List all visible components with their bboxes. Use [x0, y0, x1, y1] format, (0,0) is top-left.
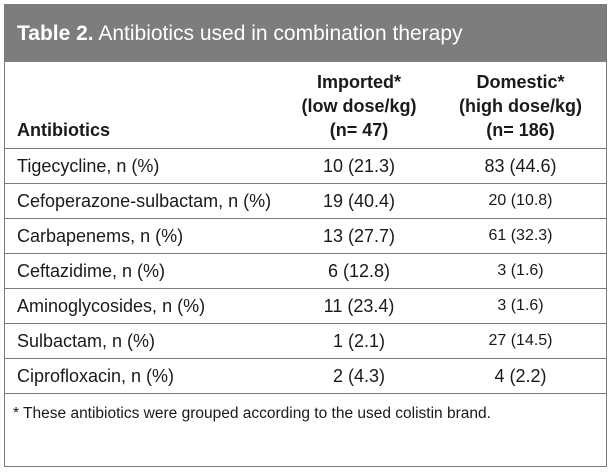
row-antibiotic-name: Carbapenems, n (%) — [5, 218, 283, 254]
table-row: Cefoperazone-sulbactam, n (%) 19 (40.4) … — [5, 183, 606, 219]
header-imported-line2: (low dose/kg) — [301, 96, 417, 116]
header-antibiotics: Antibiotics — [5, 62, 283, 149]
row-antibiotic-name: Ceftazidime, n (%) — [5, 253, 283, 289]
row-domestic-value: 27 (14.5) — [435, 323, 606, 359]
table-row: Ciprofloxacin, n (%) 2 (4.3) 4 (2.2) — [5, 358, 606, 394]
row-imported-value: 2 (4.3) — [283, 358, 435, 394]
row-antibiotic-name: Aminoglycosides, n (%) — [5, 288, 283, 324]
row-imported-value: 13 (27.7) — [283, 218, 435, 254]
antibiotics-table: Antibiotics Imported* (low dose/kg) (n= … — [5, 62, 606, 394]
table-row: Carbapenems, n (%) 13 (27.7) 61 (32.3) — [5, 218, 606, 254]
table-row: Ceftazidime, n (%) 6 (12.8) 3 (1.6) — [5, 253, 606, 289]
header-imported: Imported* (low dose/kg) (n= 47) — [283, 62, 435, 149]
table-caption: Antibiotics used in combination therapy — [98, 22, 463, 45]
row-antibiotic-name: Tigecycline, n (%) — [5, 148, 283, 184]
header-imported-line1: Imported* — [316, 72, 401, 92]
row-imported-value: 10 (21.3) — [283, 148, 435, 184]
row-imported-value: 1 (2.1) — [283, 323, 435, 359]
header-domestic: Domestic* (high dose/kg) (n= 186) — [435, 62, 606, 149]
row-imported-value: 19 (40.4) — [283, 183, 435, 219]
table-frame: Table 2. Antibiotics used in combination… — [4, 4, 607, 467]
table-number: Table 2. — [17, 22, 94, 45]
row-domestic-value: 20 (10.8) — [435, 183, 606, 219]
row-domestic-value: 3 (1.6) — [435, 288, 606, 324]
row-antibiotic-name: Ciprofloxacin, n (%) — [5, 358, 283, 394]
header-imported-line3: (n= 47) — [329, 120, 389, 140]
header-row: Antibiotics Imported* (low dose/kg) (n= … — [5, 62, 606, 149]
table-row: Sulbactam, n (%) 1 (2.1) 27 (14.5) — [5, 323, 606, 359]
row-antibiotic-name: Sulbactam, n (%) — [5, 323, 283, 359]
row-domestic-value: 4 (2.2) — [435, 358, 606, 394]
header-domestic-line3: (n= 186) — [486, 120, 555, 140]
header-domestic-line1: Domestic* — [476, 72, 565, 92]
row-domestic-value: 61 (32.3) — [435, 218, 606, 254]
row-imported-value: 11 (23.4) — [283, 288, 435, 324]
row-domestic-value: 83 (44.6) — [435, 148, 606, 184]
table-footnote: * These antibiotics were grouped accordi… — [13, 405, 491, 422]
table-row: Aminoglycosides, n (%) 11 (23.4) 3 (1.6) — [5, 288, 606, 324]
header-domestic-line2: (high dose/kg) — [459, 96, 582, 116]
row-imported-value: 6 (12.8) — [283, 253, 435, 289]
row-antibiotic-name: Cefoperazone-sulbactam, n (%) — [5, 183, 283, 219]
table-row: Tigecycline, n (%) 10 (21.3) 83 (44.6) — [5, 148, 606, 184]
row-domestic-value: 3 (1.6) — [435, 253, 606, 289]
table-title: Table 2. Antibiotics used in combination… — [5, 5, 606, 62]
